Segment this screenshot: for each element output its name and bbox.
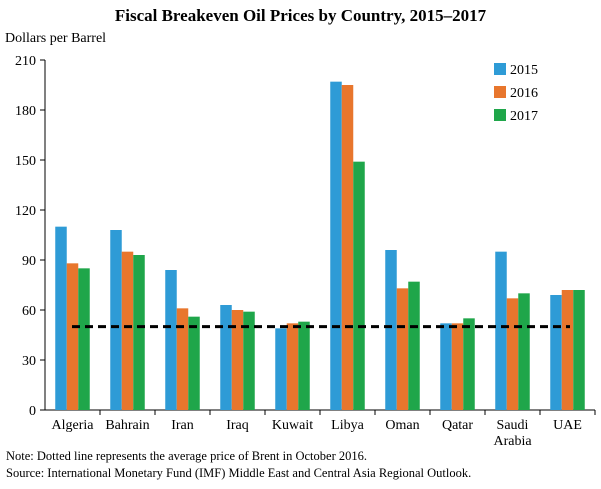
footnote-source: Source: International Monetary Fund (IMF… (6, 466, 472, 480)
x-tick-label: Algeria (52, 418, 95, 433)
y-tick-label: 180 (15, 104, 36, 119)
x-tick-label: Arabia (493, 434, 532, 445)
y-axis-label: Dollars per Barrel (5, 31, 107, 46)
bar-2017-bahrain (133, 255, 145, 410)
bar-2015-qatar (440, 323, 452, 410)
footnote-note: Note: Dotted line represents the average… (6, 449, 367, 463)
x-tick-label: Iraq (226, 418, 249, 433)
x-tick-label: Oman (385, 418, 419, 433)
bar-2016-kuwait (286, 323, 299, 410)
bar-2016-oman (396, 288, 409, 410)
x-tick-label: UAE (553, 418, 582, 433)
x-tick-label: Saudi (497, 418, 529, 433)
bar-2016-uae (561, 290, 574, 410)
bar-2017-libya (353, 161, 365, 410)
legend-label-2016: 2016 (510, 86, 538, 101)
y-tick-label: 0 (29, 404, 36, 419)
bar-2015-bahrain (110, 230, 122, 410)
chart-title: Fiscal Breakeven Oil Prices by Country, … (114, 6, 487, 25)
bar-2016-bahrain (121, 251, 134, 410)
legend: 2015 2016 2017 (494, 63, 538, 124)
bar-2016-libya (341, 85, 354, 410)
x-axis: Algeria Bahrain Iran Iraq Kuwait Libya Oman Qat… (45, 409, 596, 445)
bar-2017-oman (408, 281, 420, 410)
bar-2016-iran (176, 308, 189, 410)
bar-2017-qatar (463, 318, 475, 410)
bar-2015-saudi-arabia (495, 251, 507, 410)
y-axis: 0 30 60 90 120 150 180 210 (15, 54, 46, 419)
legend-swatch-2015 (494, 63, 506, 75)
y-tick-label: 210 (15, 54, 36, 69)
bar-2017-iraq (243, 311, 255, 410)
legend-swatch-2017 (494, 109, 506, 121)
x-tick-label: Libya (331, 418, 364, 433)
bar-2017-kuwait (298, 321, 310, 410)
x-tick-label: Qatar (442, 418, 473, 433)
bar-2016-qatar (451, 323, 464, 410)
bar-2015-oman (385, 250, 397, 410)
bar-2016-algeria (66, 263, 79, 410)
x-tick-label: Iran (171, 418, 194, 433)
bar-2016-saudi-arabia (506, 298, 519, 410)
y-tick-label: 30 (22, 354, 36, 369)
bars (55, 81, 585, 411)
bar-2015-libya (330, 81, 342, 411)
bar-2015-uae (550, 295, 562, 410)
y-tick-label: 60 (22, 304, 36, 319)
y-tick-label: 90 (22, 254, 36, 269)
y-tick-label: 150 (15, 154, 36, 169)
bar-2015-algeria (55, 226, 67, 410)
bar-2015-iran (165, 270, 177, 410)
legend-swatch-2016 (494, 86, 506, 98)
bar-2016-iraq (231, 310, 244, 410)
legend-label-2017: 2017 (510, 109, 538, 124)
bar-2017-uae (573, 290, 585, 410)
bar-2017-algeria (78, 268, 90, 410)
bar-2017-saudi-arabia (518, 293, 530, 410)
y-tick-label: 120 (15, 204, 36, 219)
bar-2015-kuwait (275, 328, 287, 410)
legend-label-2015: 2015 (510, 63, 538, 78)
bar-2017-iran (188, 316, 200, 410)
x-tick-label: Kuwait (272, 418, 313, 433)
x-tick-label: Bahrain (105, 418, 149, 433)
bar-chart: 0 30 60 90 120 150 180 210 Algeria Bahrain Iran Ir… (15, 54, 596, 445)
bar-2015-iraq (220, 305, 232, 410)
